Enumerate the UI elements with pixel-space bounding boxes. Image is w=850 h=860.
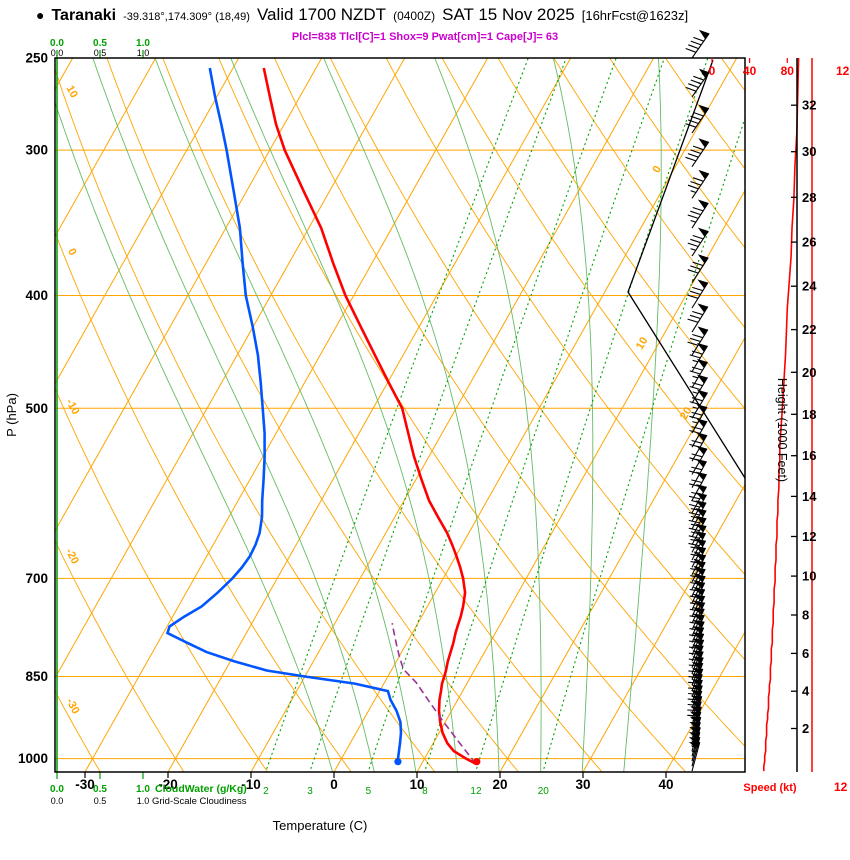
- svg-text:20: 20: [678, 405, 695, 422]
- svg-text:Temperature (C): Temperature (C): [273, 818, 368, 833]
- station-name: Taranaki: [51, 7, 117, 24]
- svg-text:300: 300: [25, 143, 48, 158]
- svg-text:18: 18: [802, 407, 816, 422]
- svg-text:-30: -30: [64, 696, 82, 716]
- svg-text:10: 10: [409, 777, 424, 792]
- stability-indices: Plcl=838 Tlcl[C]=1 Shox=9 Pwat[cm]=1 Cap…: [291, 31, 559, 43]
- sounding-curves: [165, 67, 481, 766]
- svg-text:Height (1000 Feet): Height (1000 Feet): [775, 378, 789, 482]
- svg-text:12: 12: [834, 780, 848, 794]
- svg-text:CloudWater (g/Kg): CloudWater (g/Kg): [155, 783, 247, 795]
- svg-text:0.5: 0.5: [94, 48, 107, 58]
- svg-text:0: 0: [330, 777, 338, 792]
- forecast-run-info: [16hrFcst@1623z]: [581, 8, 689, 23]
- svg-text:-30: -30: [75, 777, 95, 792]
- svg-text:14: 14: [802, 489, 817, 504]
- svg-text:5: 5: [366, 786, 372, 797]
- svg-text:Grid-Scale Cloudiness: Grid-Scale Cloudiness: [152, 796, 247, 807]
- svg-text:0.5: 0.5: [94, 796, 107, 806]
- svg-text:850: 850: [25, 669, 48, 684]
- svg-text:20: 20: [538, 786, 550, 797]
- svg-text:6: 6: [802, 646, 809, 661]
- svg-text:0.0: 0.0: [50, 38, 64, 49]
- svg-text:Speed (kt): Speed (kt): [743, 782, 797, 794]
- svg-text:24: 24: [802, 279, 817, 294]
- svg-text:0.0: 0.0: [51, 796, 64, 806]
- svg-text:20: 20: [492, 777, 507, 792]
- svg-text:12: 12: [802, 529, 816, 544]
- plot-frame: [54, 57, 746, 773]
- svg-text:-20: -20: [158, 777, 178, 792]
- svg-text:20: 20: [802, 365, 816, 380]
- title-bar: ● Taranaki -39.318°,174.309° (18,49) Val…: [36, 5, 688, 25]
- svg-text:28: 28: [802, 190, 816, 205]
- svg-text:16: 16: [802, 448, 816, 463]
- surface-temp-dot: [473, 758, 481, 766]
- svg-text:1000: 1000: [18, 751, 48, 766]
- valid-time: Valid 1700 NZDT: [256, 5, 387, 24]
- svg-text:1.0: 1.0: [136, 38, 150, 49]
- svg-text:0.5: 0.5: [93, 784, 107, 795]
- skewt-grid: [55, 58, 745, 772]
- svg-text:1.0: 1.0: [136, 784, 150, 795]
- svg-text:0.0: 0.0: [51, 48, 64, 58]
- svg-text:700: 700: [25, 571, 48, 586]
- svg-text:10: 10: [634, 335, 651, 352]
- temperature-axis: -30 -20 -10 0 10 20 30 40 Temperature (C) 2 3 5 8 12 2…: [75, 772, 674, 833]
- svg-text:P (hPa): P (hPa): [4, 393, 19, 437]
- svg-text:32: 32: [802, 98, 816, 113]
- svg-text:30: 30: [575, 777, 590, 792]
- svg-text:10: 10: [802, 569, 816, 584]
- station-coordinates: -39.318°,174.309° (18,49): [123, 11, 250, 23]
- svg-text:8: 8: [422, 786, 428, 797]
- svg-text:0.5: 0.5: [93, 38, 107, 49]
- svg-text:30: 30: [802, 144, 816, 159]
- svg-text:-10: -10: [241, 777, 261, 792]
- parcel-curve: [391, 623, 477, 765]
- temperature-curve: [262, 67, 477, 765]
- svg-text:12: 12: [836, 64, 850, 78]
- surface-dewpoint-dot: [394, 758, 402, 766]
- cloudwater-scales: 0.00.00.00.00.50.50.50.51.01.01.01.0Clou…: [50, 38, 247, 807]
- svg-text:0: 0: [65, 246, 78, 257]
- svg-text:2: 2: [263, 786, 269, 797]
- svg-text:4: 4: [802, 684, 810, 699]
- svg-text:3: 3: [307, 786, 313, 797]
- wind-barbs: [685, 29, 710, 772]
- svg-text:26: 26: [802, 235, 816, 250]
- valid-time-utc: (0400Z): [393, 9, 436, 23]
- svg-text:250: 250: [25, 51, 48, 66]
- svg-text:22: 22: [802, 322, 816, 337]
- svg-text:500: 500: [25, 401, 48, 416]
- svg-text:400: 400: [25, 288, 48, 303]
- dewpoint-curve: [165, 67, 403, 764]
- svg-text:1.0: 1.0: [137, 796, 150, 806]
- svg-text:1.0: 1.0: [137, 48, 150, 58]
- svg-text:12: 12: [470, 786, 482, 797]
- station-bullet-icon: ●: [36, 7, 45, 23]
- speed-profile: 0 40 80 12 Speed (kt) 12: [709, 57, 850, 794]
- valid-date: SAT 15 Nov 2025: [442, 5, 575, 24]
- svg-text:40: 40: [658, 777, 673, 792]
- svg-text:10: 10: [63, 84, 79, 100]
- svg-text:2: 2: [802, 721, 809, 736]
- svg-text:0.0: 0.0: [50, 784, 64, 795]
- svg-text:0: 0: [709, 64, 716, 78]
- pressure-axis: 250 300 400 500 700 850 1000 P (hPa): [4, 51, 48, 767]
- svg-text:0: 0: [650, 164, 663, 175]
- svg-text:80: 80: [781, 64, 795, 78]
- svg-text:40: 40: [743, 64, 757, 78]
- speed-curve: [762, 57, 800, 772]
- svg-text:8: 8: [802, 608, 809, 623]
- cloudwater-axis: [56, 50, 144, 779]
